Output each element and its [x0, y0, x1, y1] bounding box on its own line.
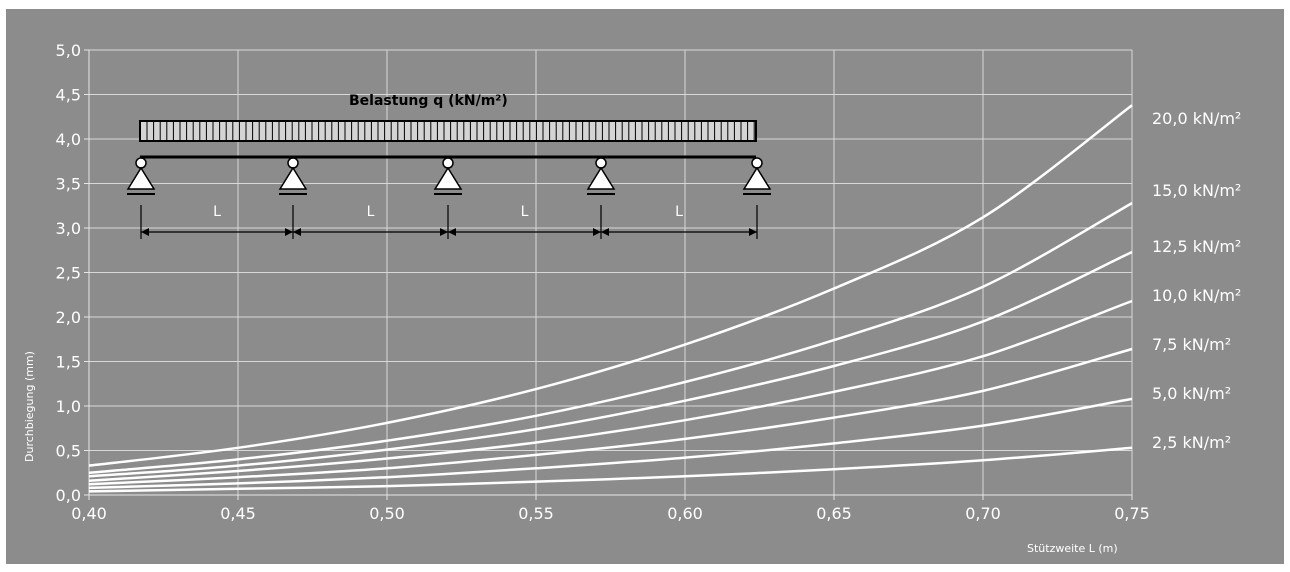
- y-tick-label: 2,5: [56, 264, 81, 283]
- span-label: L: [213, 204, 221, 220]
- dimension-arrow: [285, 228, 293, 236]
- y-tick-label: 0,0: [56, 486, 81, 505]
- series-line: [88, 250, 1133, 478]
- support-hinge: [595, 157, 607, 169]
- series-line: [88, 299, 1133, 483]
- series-line: [88, 202, 1133, 475]
- y-axis-title: Durchbiegung (mm): [23, 351, 36, 462]
- deflection-chart: 0,0 0,5 1,0 1,5 2,0 2,5 3,0 3,5 4,0 4,5 5,0 0,40 0,4…: [23, 41, 1241, 555]
- x-tick-label: 0,40: [71, 504, 107, 523]
- x-tick-label: 0,70: [965, 504, 1001, 523]
- series-label: 12,5 kN/m²: [1152, 237, 1241, 256]
- support-triangle: [278, 166, 308, 190]
- chart-panel: 0,0 0,5 1,0 1,5 2,0 2,5 3,0 3,5 4,0 4,5 5,0 0,40 0,4…: [6, 9, 1284, 564]
- series-label: 5,0 kN/m²: [1152, 384, 1231, 403]
- y-tick-label: 4,5: [56, 86, 81, 105]
- y-tick-label: 5,0: [56, 41, 81, 60]
- support-triangle: [433, 166, 463, 190]
- series-label: 20,0 kN/m²: [1152, 109, 1241, 128]
- series-line: [88, 347, 1133, 486]
- series-label: 10,0 kN/m²: [1152, 286, 1241, 305]
- dimension-arrow: [448, 228, 456, 236]
- dimension-arrow: [593, 228, 601, 236]
- support-triangle: [742, 166, 772, 190]
- tick-labels: 0,0 0,5 1,0 1,5 2,0 2,5 3,0 3,5 4,0 4,5 5,0 0,40 0,4…: [56, 41, 1150, 523]
- x-axis-title: Stützweite L (m): [1027, 542, 1118, 555]
- support-triangle: [586, 166, 616, 190]
- series-line: [88, 446, 1133, 493]
- beam-diagram: Belastung q (kN/m²) L L L L: [126, 93, 772, 239]
- series-line: [88, 397, 1133, 490]
- span-label: L: [675, 204, 683, 220]
- y-tick-label: 2,0: [56, 308, 81, 327]
- x-tick-label: 0,60: [667, 504, 703, 523]
- support-hinge: [751, 157, 763, 169]
- y-tick-label: 1,0: [56, 397, 81, 416]
- load-title: Belastung q (kN/m²): [349, 93, 508, 109]
- series-label: 15,0 kN/m²: [1152, 181, 1241, 200]
- x-tick-label: 0,45: [220, 504, 256, 523]
- support-hinge: [287, 157, 299, 169]
- x-tick-label: 0,65: [816, 504, 852, 523]
- y-tick-label: 3,0: [56, 219, 81, 238]
- x-tick-label: 0,55: [518, 504, 554, 523]
- dimension-arrow: [141, 228, 149, 236]
- series-layer: [88, 104, 1133, 493]
- axes: [84, 49, 1133, 500]
- span-label: L: [521, 204, 529, 220]
- dimension-arrow: [749, 228, 757, 236]
- support-hinge: [135, 157, 147, 169]
- load-hatch: [146, 122, 755, 140]
- y-tick-label: 3,5: [56, 175, 81, 194]
- x-tick-label: 0,50: [369, 504, 405, 523]
- span-label: L: [367, 204, 375, 220]
- series-label: 7,5 kN/m²: [1152, 335, 1231, 354]
- grid-layer: [89, 49, 1133, 495]
- support-triangle: [126, 166, 156, 190]
- series-labels: 20,0 kN/m² 15,0 kN/m² 12,5 kN/m² 10,0 kN/m²…: [1152, 109, 1241, 452]
- dimension-arrow: [440, 228, 448, 236]
- y-tick-label: 1,5: [56, 353, 81, 372]
- y-tick-label: 4,0: [56, 130, 81, 149]
- support-hinge: [442, 157, 454, 169]
- supports: [126, 157, 772, 195]
- y-tick-label: 0,5: [56, 442, 81, 461]
- dimension-arrow: [293, 228, 301, 236]
- series-label: 2,5 kN/m²: [1152, 433, 1231, 452]
- x-tick-label: 0,75: [1114, 504, 1150, 523]
- series-line: [88, 104, 1133, 467]
- dimension-arrow: [601, 228, 609, 236]
